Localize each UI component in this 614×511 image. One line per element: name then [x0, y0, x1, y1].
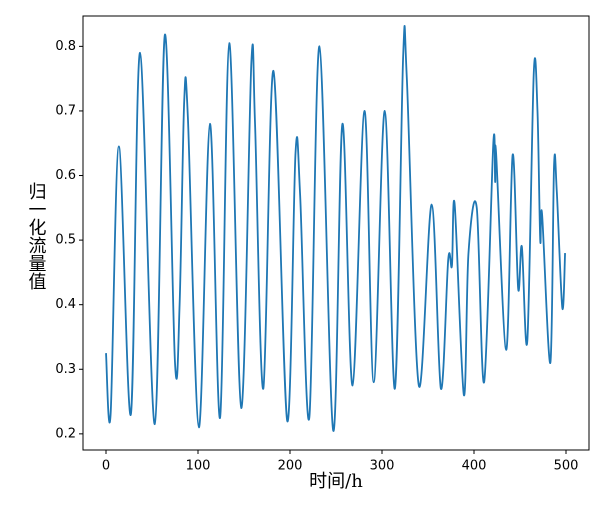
y-tick-label: 0.4 — [55, 297, 76, 312]
plot-frame — [82, 15, 590, 451]
y-tick-label: 0.7 — [55, 103, 76, 118]
x-tick-label: 200 — [278, 459, 303, 474]
x-tick-label: 500 — [554, 459, 579, 474]
x-tick-label: 300 — [370, 459, 395, 474]
x-tick-label: 100 — [186, 459, 211, 474]
y-tick-label: 0.2 — [55, 426, 76, 441]
x-axis-label: 时间/h — [309, 471, 363, 492]
y-axis-label: 归一化流量值 — [26, 182, 47, 290]
x-tick-label: 400 — [462, 459, 487, 474]
data-line — [105, 24, 566, 432]
y-tick-label: 0.3 — [55, 362, 76, 377]
y-tick-label: 0.5 — [55, 233, 76, 248]
x-tick-label: 0 — [102, 459, 110, 474]
y-tick-label: 0.6 — [55, 168, 76, 183]
y-tick-label: 0.8 — [55, 39, 76, 54]
